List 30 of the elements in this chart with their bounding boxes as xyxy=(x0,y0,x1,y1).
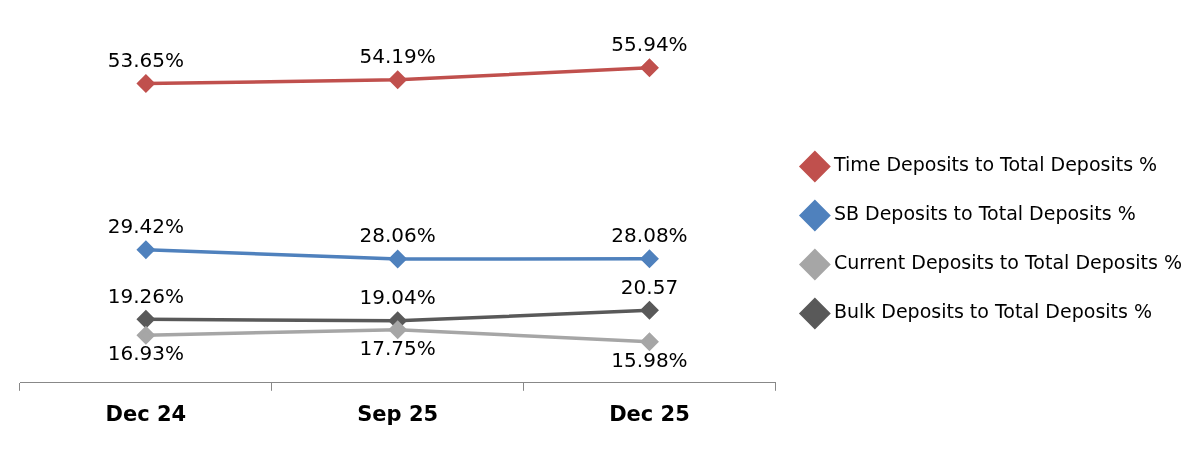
point xyxy=(388,71,407,89)
data-label: 28.06% xyxy=(359,223,436,248)
x-tick-label: Dec 24 xyxy=(105,401,187,426)
data-label: 17.75% xyxy=(359,335,436,360)
data-label: 55.94% xyxy=(611,32,688,57)
x-tick-label: Sep 25 xyxy=(357,401,439,426)
point xyxy=(640,59,659,77)
data-label: 20.57 xyxy=(620,274,679,299)
point xyxy=(137,240,155,259)
legend-label: Time Deposits to Total Deposits % xyxy=(832,153,1158,176)
legend-label: Bulk Deposits to Total Deposits % xyxy=(833,300,1152,323)
data-label: 54.19% xyxy=(359,44,436,69)
data-label: 19.04% xyxy=(359,285,436,310)
point xyxy=(640,333,659,351)
point xyxy=(640,301,659,320)
point xyxy=(137,310,155,329)
point xyxy=(137,74,155,93)
data-label: 15.98% xyxy=(611,348,688,372)
point xyxy=(388,320,407,339)
data-label: 16.93% xyxy=(107,341,185,366)
point xyxy=(388,250,407,268)
data-label: 19.26% xyxy=(107,283,185,308)
x-tick-label: Dec 25 xyxy=(609,401,690,426)
point xyxy=(640,250,659,268)
legend-label: SB Deposits to Total Deposits % xyxy=(833,202,1136,225)
data-label: 29.42% xyxy=(107,213,185,238)
data-label: 53.65% xyxy=(107,47,185,72)
point xyxy=(137,326,155,345)
legend-label: Current Deposits to Total Deposits % xyxy=(833,251,1182,274)
data-label: 28.08% xyxy=(611,223,688,248)
